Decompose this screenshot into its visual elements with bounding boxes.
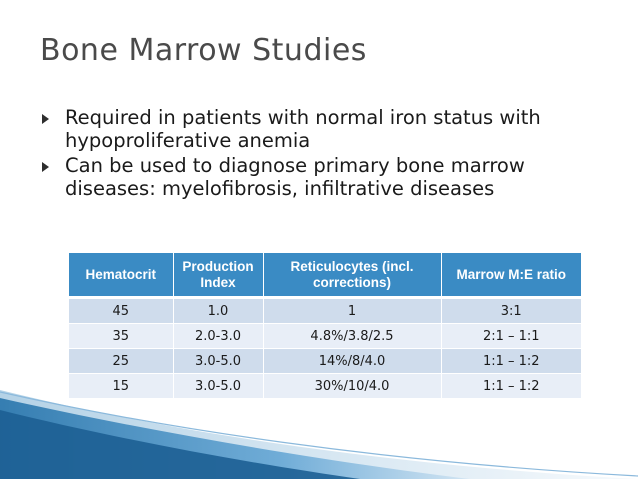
table-cell: 2:1 – 1:1: [441, 323, 581, 349]
table-cell: 35: [69, 323, 174, 349]
table-cell: 15: [69, 373, 174, 399]
decorative-swoosh: [0, 390, 638, 479]
triangle-bullet-icon: [42, 162, 49, 172]
column-header: Production Index: [173, 253, 264, 299]
table-cell: 1: [263, 297, 442, 324]
bullet-list: Required in patients with normal iron st…: [40, 106, 600, 202]
column-header: Hematocrit: [69, 253, 174, 299]
table-row: 25 3.0-5.0 14%/8/4.0 1:1 – 1:2: [69, 348, 581, 374]
table-cell: 30%/10/4.0: [263, 373, 442, 399]
table-row: 15 3.0-5.0 30%/10/4.0 1:1 – 1:2: [69, 373, 581, 399]
table-cell: 3:1: [441, 297, 581, 324]
table-cell: 3.0-5.0: [173, 348, 264, 374]
bullet-text: Can be used to diagnose primary bone mar…: [65, 154, 525, 200]
triangle-bullet-icon: [42, 114, 49, 124]
table-cell: 2.0-3.0: [173, 323, 264, 349]
table-header-row: Hematocrit Production Index Reticulocyte…: [69, 253, 581, 299]
bullet-item: Required in patients with normal iron st…: [40, 106, 600, 152]
table-cell: 14%/8/4.0: [263, 348, 442, 374]
slide-title: Bone Marrow Studies: [40, 33, 367, 68]
table-row: 45 1.0 1 3:1: [69, 297, 581, 324]
table-cell: 1:1 – 1:2: [441, 373, 581, 399]
table-cell: 1.0: [173, 297, 264, 324]
table-cell: 25: [69, 348, 174, 374]
column-header: Reticulocytes (incl. corrections): [263, 253, 442, 299]
table-cell: 1:1 – 1:2: [441, 348, 581, 374]
table-cell: 3.0-5.0: [173, 373, 264, 399]
table-cell: 4.8%/3.8/2.5: [263, 323, 442, 349]
bullet-item: Can be used to diagnose primary bone mar…: [40, 154, 600, 200]
column-header: Marrow M:E ratio: [441, 253, 581, 299]
marrow-table: Hematocrit Production Index Reticulocyte…: [69, 253, 581, 399]
table-cell: 45: [69, 297, 174, 324]
table-row: 35 2.0-3.0 4.8%/3.8/2.5 2:1 – 1:1: [69, 323, 581, 349]
bullet-text: Required in patients with normal iron st…: [65, 106, 541, 152]
